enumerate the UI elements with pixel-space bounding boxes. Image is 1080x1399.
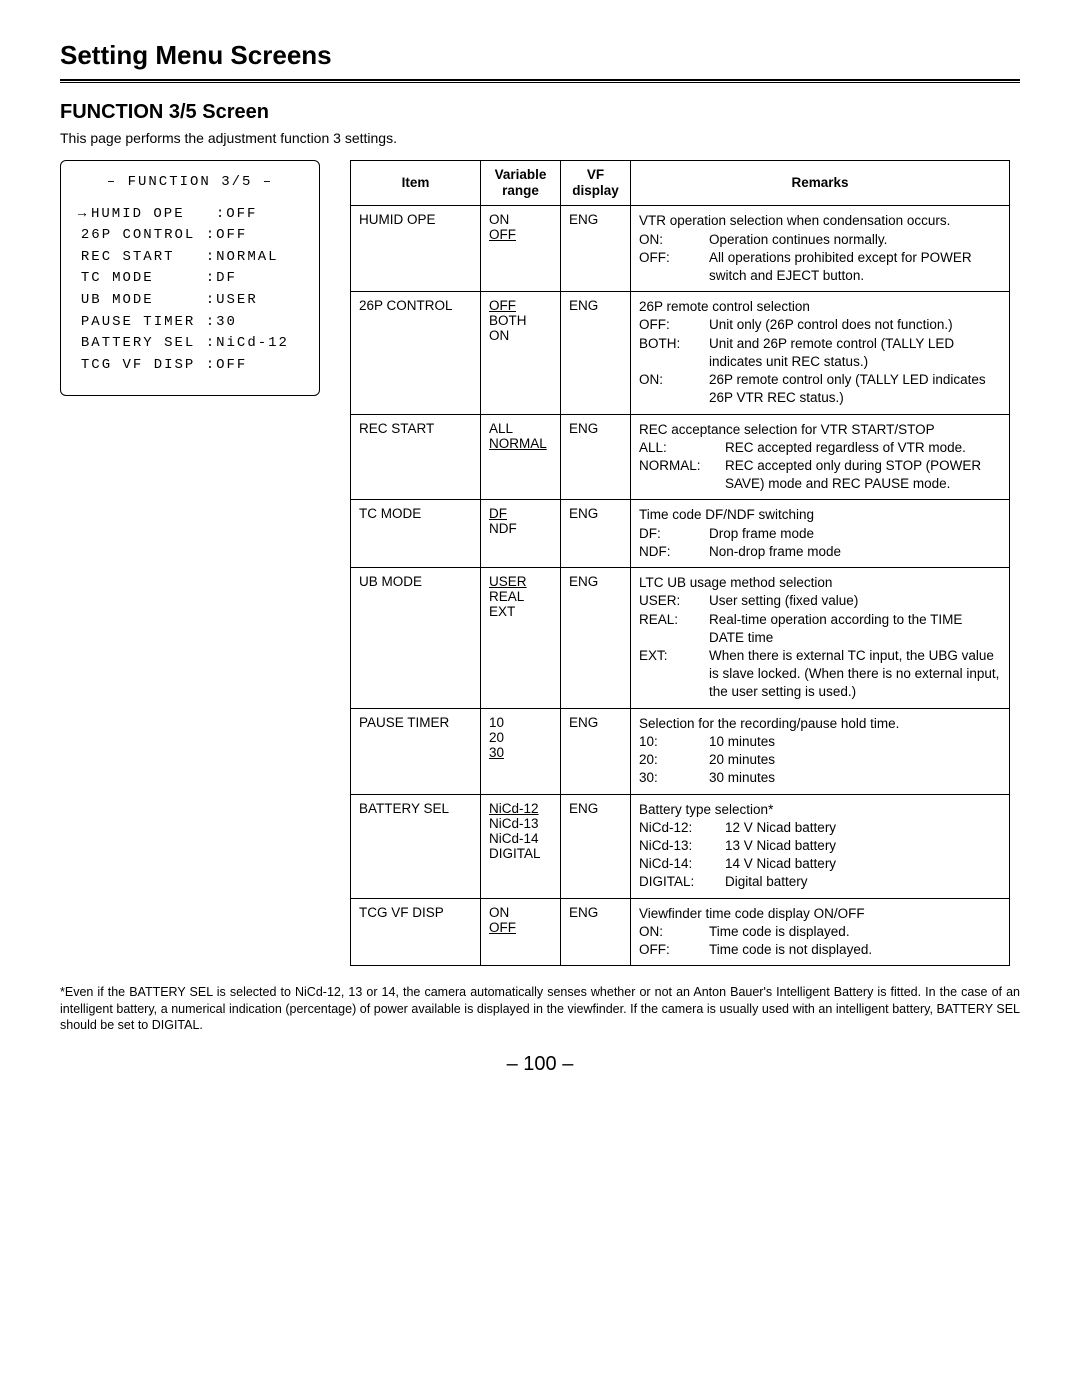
- title-rule-thick: [60, 79, 1020, 81]
- cell-item: UB MODE: [351, 568, 481, 709]
- section-title: FUNCTION 3/5 Screen: [60, 101, 1020, 124]
- cell-remarks: Time code DF/NDF switchingDF:Drop frame …: [631, 500, 1010, 568]
- cell-vf: ENG: [561, 898, 631, 966]
- cell-item: PAUSE TIMER: [351, 708, 481, 794]
- menu-line: PAUSE TIMER :30: [75, 311, 305, 333]
- cell-vf: ENG: [561, 414, 631, 500]
- cell-item: BATTERY SEL: [351, 794, 481, 898]
- cell-item: HUMID OPE: [351, 206, 481, 292]
- table-row: BATTERY SELNiCd-12NiCd-13NiCd-14DIGITALE…: [351, 794, 1010, 898]
- cell-remarks: 26P remote control selectionOFF:Unit onl…: [631, 292, 1010, 414]
- title-rule-thin: [60, 82, 1020, 83]
- settings-table: Item Variable range VF display Remarks H…: [350, 160, 1010, 966]
- cell-item: REC START: [351, 414, 481, 500]
- cell-remarks: Viewfinder time code display ON/OFFON:Ti…: [631, 898, 1010, 966]
- menu-line: →HUMID OPE :OFF: [75, 203, 305, 225]
- table-row: TCG VF DISPONOFFENGViewfinder time code …: [351, 898, 1010, 966]
- menu-lines: →HUMID OPE :OFF 26P CONTROL :OFF REC STA…: [75, 203, 305, 376]
- table-row: UB MODEUSERREALEXTENGLTC UB usage method…: [351, 568, 1010, 709]
- section-desc: This page performs the adjustment functi…: [60, 130, 1020, 146]
- th-item: Item: [351, 161, 481, 206]
- cell-range: 102030: [481, 708, 561, 794]
- menu-line: TCG VF DISP :OFF: [75, 354, 305, 376]
- cell-vf: ENG: [561, 794, 631, 898]
- cell-vf: ENG: [561, 708, 631, 794]
- table-row: TC MODEDFNDFENGTime code DF/NDF switchin…: [351, 500, 1010, 568]
- menu-line: REC START :NORMAL: [75, 246, 305, 268]
- cell-item: TC MODE: [351, 500, 481, 568]
- table-row: 26P CONTROLOFFBOTHONENG26P remote contro…: [351, 292, 1010, 414]
- cell-range: ONOFF: [481, 206, 561, 292]
- cell-item: TCG VF DISP: [351, 898, 481, 966]
- cell-range: DFNDF: [481, 500, 561, 568]
- table-row: REC STARTALLNORMALENGREC acceptance sele…: [351, 414, 1010, 500]
- th-remarks: Remarks: [631, 161, 1010, 206]
- cell-range: NiCd-12NiCd-13NiCd-14DIGITAL: [481, 794, 561, 898]
- cell-range: OFFBOTHON: [481, 292, 561, 414]
- th-vf: VF display: [561, 161, 631, 206]
- cell-remarks: LTC UB usage method selectionUSER:User s…: [631, 568, 1010, 709]
- th-range: Variable range: [481, 161, 561, 206]
- page-title: Setting Menu Screens: [60, 40, 1020, 77]
- cell-range: ALLNORMAL: [481, 414, 561, 500]
- menu-line: BATTERY SEL :NiCd-12: [75, 332, 305, 354]
- menu-line: TC MODE :DF: [75, 267, 305, 289]
- cell-remarks: VTR operation selection when condensatio…: [631, 206, 1010, 292]
- cell-vf: ENG: [561, 206, 631, 292]
- footnote: *Even if the BATTERY SEL is selected to …: [60, 984, 1020, 1033]
- page-number: – 100 –: [60, 1053, 1020, 1076]
- cell-vf: ENG: [561, 500, 631, 568]
- menu-header: – FUNCTION 3/5 –: [75, 173, 305, 193]
- cell-vf: ENG: [561, 568, 631, 709]
- cell-remarks: REC acceptance selection for VTR START/S…: [631, 414, 1010, 500]
- cell-range: ONOFF: [481, 898, 561, 966]
- cell-range: USERREALEXT: [481, 568, 561, 709]
- cell-remarks: Selection for the recording/pause hold t…: [631, 708, 1010, 794]
- menu-line: 26P CONTROL :OFF: [75, 224, 305, 246]
- cell-remarks: Battery type selection*NiCd-12:12 V Nica…: [631, 794, 1010, 898]
- cell-vf: ENG: [561, 292, 631, 414]
- table-row: PAUSE TIMER102030ENGSelection for the re…: [351, 708, 1010, 794]
- table-header-row: Item Variable range VF display Remarks: [351, 161, 1010, 206]
- table-row: HUMID OPEONOFFENGVTR operation selection…: [351, 206, 1010, 292]
- content-row: – FUNCTION 3/5 – →HUMID OPE :OFF 26P CON…: [60, 160, 1020, 966]
- cell-item: 26P CONTROL: [351, 292, 481, 414]
- menu-line: UB MODE :USER: [75, 289, 305, 311]
- menu-screen-box: – FUNCTION 3/5 – →HUMID OPE :OFF 26P CON…: [60, 160, 320, 396]
